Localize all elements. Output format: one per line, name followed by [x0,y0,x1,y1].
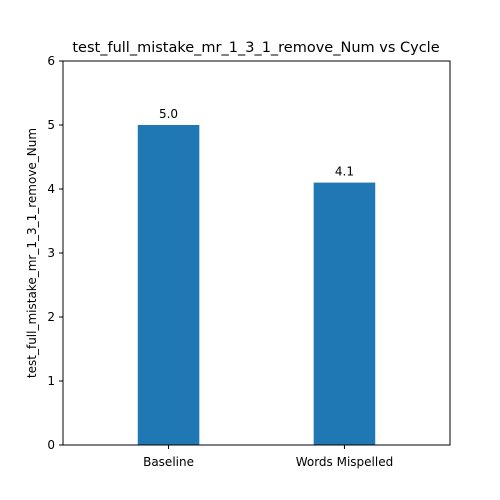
bar [137,125,200,445]
chart-title: test_full_mistake_mr_1_3_1_remove_Num vs… [72,40,439,56]
y-axis-label: test_full_mistake_mr_1_3_1_remove_Num [25,128,39,378]
x-tick-label: Words Mispelled [296,455,394,469]
y-tick-label: 3 [47,246,55,260]
y-tick-label: 5 [47,118,55,132]
bars-group [137,125,376,445]
y-tick-label: 1 [47,374,55,388]
bar [313,182,376,445]
x-tick-label: Baseline [143,455,194,469]
data-label: 5.0 [159,107,178,121]
y-tick-label: 0 [47,438,55,452]
data-labels: 5.0 4.1 [159,107,354,179]
y-axis-ticks: 0 1 2 3 4 5 6 [47,54,63,452]
data-label: 4.1 [335,165,354,179]
y-tick-label: 6 [47,54,55,68]
y-tick-label: 4 [47,182,55,196]
plot-frame [62,60,451,446]
y-tick-label: 2 [47,310,55,324]
x-axis-ticks: Baseline Words Mispelled [143,445,393,469]
